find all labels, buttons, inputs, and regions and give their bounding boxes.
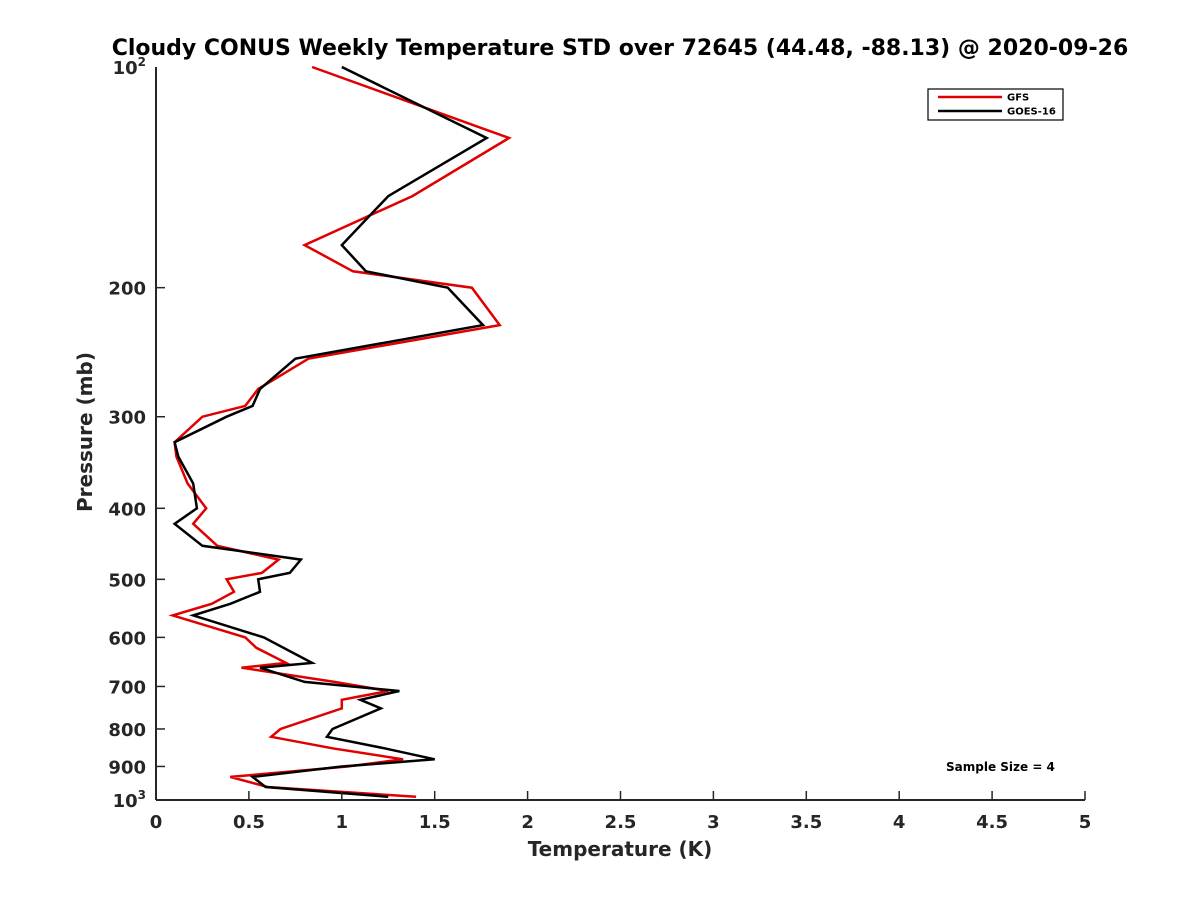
y-tick-label: 200 [108, 279, 146, 300]
x-tick-label: 1 [336, 812, 349, 833]
y-tick-label: 400 [108, 499, 146, 520]
legend-label: GOES-16 [1007, 107, 1056, 118]
sample-size-annotation: Sample Size = 4 [946, 760, 1055, 774]
x-tick-label: 1.5 [419, 812, 451, 833]
x-tick-label: 2 [521, 812, 534, 833]
y-tick-label-edge: 102 [113, 55, 146, 79]
y-tick-base: 10 [113, 58, 138, 79]
x-tick-label: 4 [893, 812, 906, 833]
x-axis-label: Temperature (K) [528, 837, 713, 861]
y-tick-label: 500 [108, 570, 146, 591]
series-line-goes-16 [172, 65, 490, 799]
x-tick-label: 4.5 [976, 812, 1008, 833]
x-tick-label: 3.5 [790, 812, 822, 833]
y-tick-exponent: 3 [138, 788, 146, 802]
x-tick-label: 0 [150, 812, 163, 833]
legend-label: GFS [1007, 93, 1029, 104]
y-tick-base: 10 [113, 791, 138, 812]
y-tick-label: 700 [108, 677, 146, 698]
plot-lines [168, 65, 512, 799]
x-tick-label: 3 [707, 812, 720, 833]
y-tick-label: 900 [108, 757, 146, 778]
y-tick-label: 600 [108, 628, 146, 649]
legend: GFS GOES-16 [927, 88, 1064, 121]
chart-title: Cloudy CONUS Weekly Temperature STD over… [112, 36, 1129, 61]
series-line-gfs [168, 65, 512, 799]
y-tick-label: 800 [108, 720, 146, 741]
legend-box [927, 88, 1064, 121]
y-tick-label-edge: 103 [113, 788, 146, 812]
x-tick-label: 0.5 [233, 812, 265, 833]
axes: 0 0.5 1 1.5 2 2.5 3 3.5 4 4.5 5 200 300 400 500 600 700 8… [108, 55, 1091, 833]
x-tick-label: 5 [1079, 812, 1092, 833]
x-tick-label: 2.5 [605, 812, 637, 833]
y-axis-label: Pressure (mb) [73, 352, 97, 512]
y-tick-exponent: 2 [138, 55, 146, 69]
y-tick-label: 300 [108, 408, 146, 429]
